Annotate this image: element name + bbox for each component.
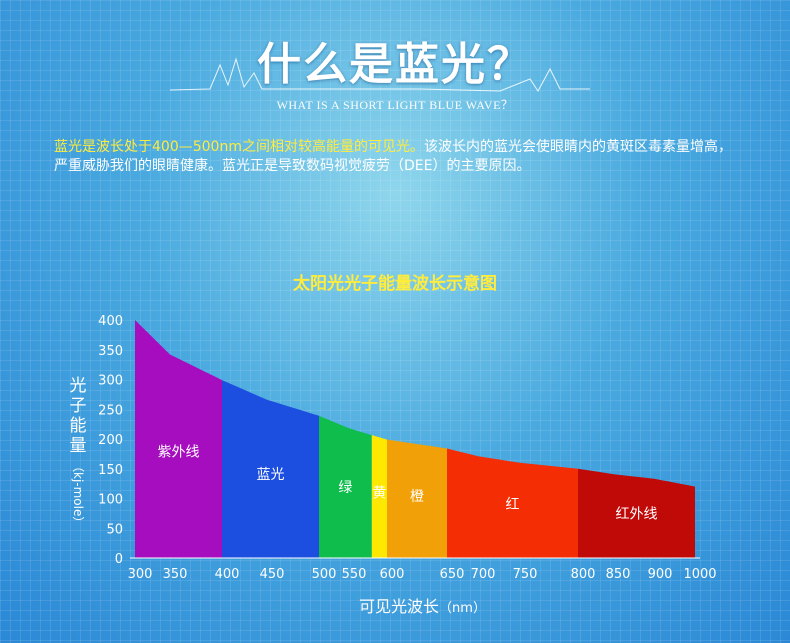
band-label-0: 紫外线: [158, 444, 200, 460]
band-area-5: [447, 448, 578, 558]
band-area-4: [387, 439, 447, 558]
intro-paragraph: 蓝光是波长处于400—500nm之间相对较高能量的可见光。该波长内的蓝光会使眼睛…: [54, 138, 744, 176]
x-tick-label-11: 850: [606, 567, 631, 582]
y-tick-label-1: 50: [106, 522, 123, 537]
page-title: 什么是蓝光？: [257, 39, 533, 90]
y-tick-label-5: 250: [98, 403, 123, 418]
x-tick-label-0: 300: [128, 567, 153, 582]
page-subtitle: WHAT IS A SHORT LIGHT BLUE WAVE？: [276, 98, 514, 112]
waveform-decoration: [170, 57, 590, 92]
x-tick-label-8: 700: [471, 567, 496, 582]
y-axis-label-text: 光子能量: [69, 376, 87, 456]
x-tick-label-12: 900: [648, 567, 673, 582]
x-tick-label-7: 650: [440, 567, 465, 582]
y-axis-unit: （kj-mole）: [71, 460, 85, 529]
x-axis-label-text: 可见光波长: [359, 597, 440, 616]
y-tick-label-0: 0: [115, 552, 123, 567]
x-tick-label-3: 450: [260, 567, 285, 582]
y-tick-label-7: 350: [98, 344, 123, 359]
x-tick-label-6: 600: [380, 567, 405, 582]
band-label-6: 红外线: [616, 506, 658, 522]
band-label-1: 蓝光: [257, 467, 285, 483]
y-axis-label: 光子能量 （kj-mole）: [66, 376, 90, 528]
intro-highlight: 蓝光是波长处于400—500nm之间相对较高能量的可见光。: [54, 139, 424, 155]
intro-text: 该波长内的蓝光会使眼睛内的黄斑区毒素量增高，严重威胁我们的眼睛健康。蓝光正是导致…: [54, 139, 732, 174]
x-tick-label-5: 550: [342, 567, 367, 582]
band-area-0: [135, 320, 222, 558]
x-tick-label-1: 350: [163, 567, 188, 582]
chart-title: 太阳光光子能量波长示意图: [293, 274, 497, 294]
x-tick-label-10: 800: [571, 567, 596, 582]
x-tick-label-13: 1000: [683, 567, 716, 582]
y-tick-label-4: 200: [98, 433, 123, 448]
band-area-1: [222, 380, 319, 558]
x-tick-label-4: 500: [312, 567, 337, 582]
band-area-3: [371, 435, 387, 558]
y-tick-label-3: 150: [98, 463, 123, 478]
band-label-3: 黄: [372, 485, 386, 502]
y-tick-label-2: 100: [98, 493, 123, 508]
x-tick-label-2: 400: [215, 567, 240, 582]
x-tick-label-9: 750: [513, 567, 538, 582]
x-axis-label: 可见光波长（nm）: [0, 593, 790, 617]
band-area-6: [578, 468, 695, 558]
band-label-5: 红: [506, 497, 520, 513]
band-area-2: [319, 415, 372, 558]
band-label-2: 绿: [338, 480, 352, 496]
band-label-4: 橙: [410, 489, 424, 505]
y-tick-label-6: 300: [98, 374, 123, 389]
x-axis-unit: （nm）: [439, 601, 486, 616]
y-tick-label-8: 400: [98, 314, 123, 329]
